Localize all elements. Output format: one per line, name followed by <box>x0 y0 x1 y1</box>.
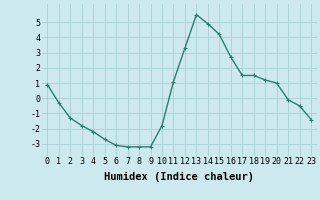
X-axis label: Humidex (Indice chaleur): Humidex (Indice chaleur) <box>104 172 254 182</box>
